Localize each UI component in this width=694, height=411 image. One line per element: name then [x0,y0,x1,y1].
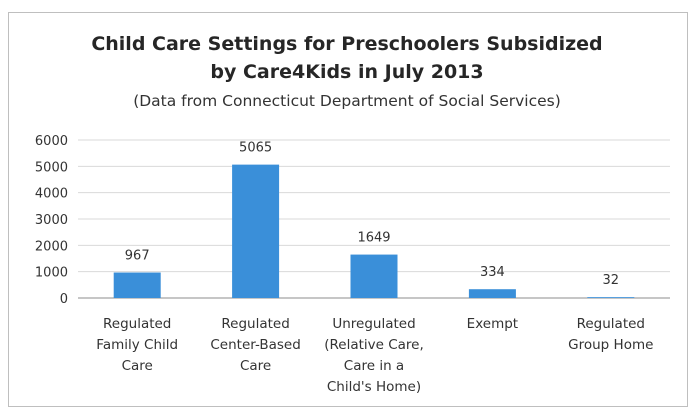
y-tick-label: 4000 [35,187,68,202]
y-tick-label: 2000 [35,239,68,254]
y-tick-label: 0 [60,292,68,307]
data-label-1: 5065 [239,141,272,156]
chart-title-line-2: by Care4Kids in July 2013 [210,61,483,83]
bar-2 [350,254,398,298]
bar-4 [587,297,635,298]
chart-frame [8,12,688,407]
category-label-3: Exempt [467,316,518,332]
bar-1 [232,164,280,298]
category-label-2: Unregulated (Relative Care, Care in a Child… [324,316,424,395]
bar-0 [113,272,161,298]
chart-title-line-1: Child Care Settings for Preschoolers Sub… [91,33,602,55]
data-label-0: 967 [125,249,150,264]
data-label-2: 1649 [357,231,390,246]
y-tick-label: 6000 [35,134,68,149]
y-tick-label: 1000 [35,266,68,281]
category-label-0: Regulated Family Child Care [96,316,178,374]
category-label-4: Regulated Group Home [568,316,653,353]
data-label-4: 32 [603,273,620,288]
bar-3 [468,289,516,298]
data-label-3: 334 [480,265,505,280]
y-tick-label: 3000 [35,213,68,228]
y-tick-label: 5000 [35,160,68,175]
category-label-1: Regulated Center-Based Care [210,316,300,374]
chart-subtitle: (Data from Connecticut Department of Soc… [133,92,561,110]
